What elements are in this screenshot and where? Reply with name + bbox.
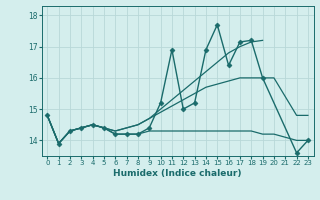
X-axis label: Humidex (Indice chaleur): Humidex (Indice chaleur) <box>113 169 242 178</box>
